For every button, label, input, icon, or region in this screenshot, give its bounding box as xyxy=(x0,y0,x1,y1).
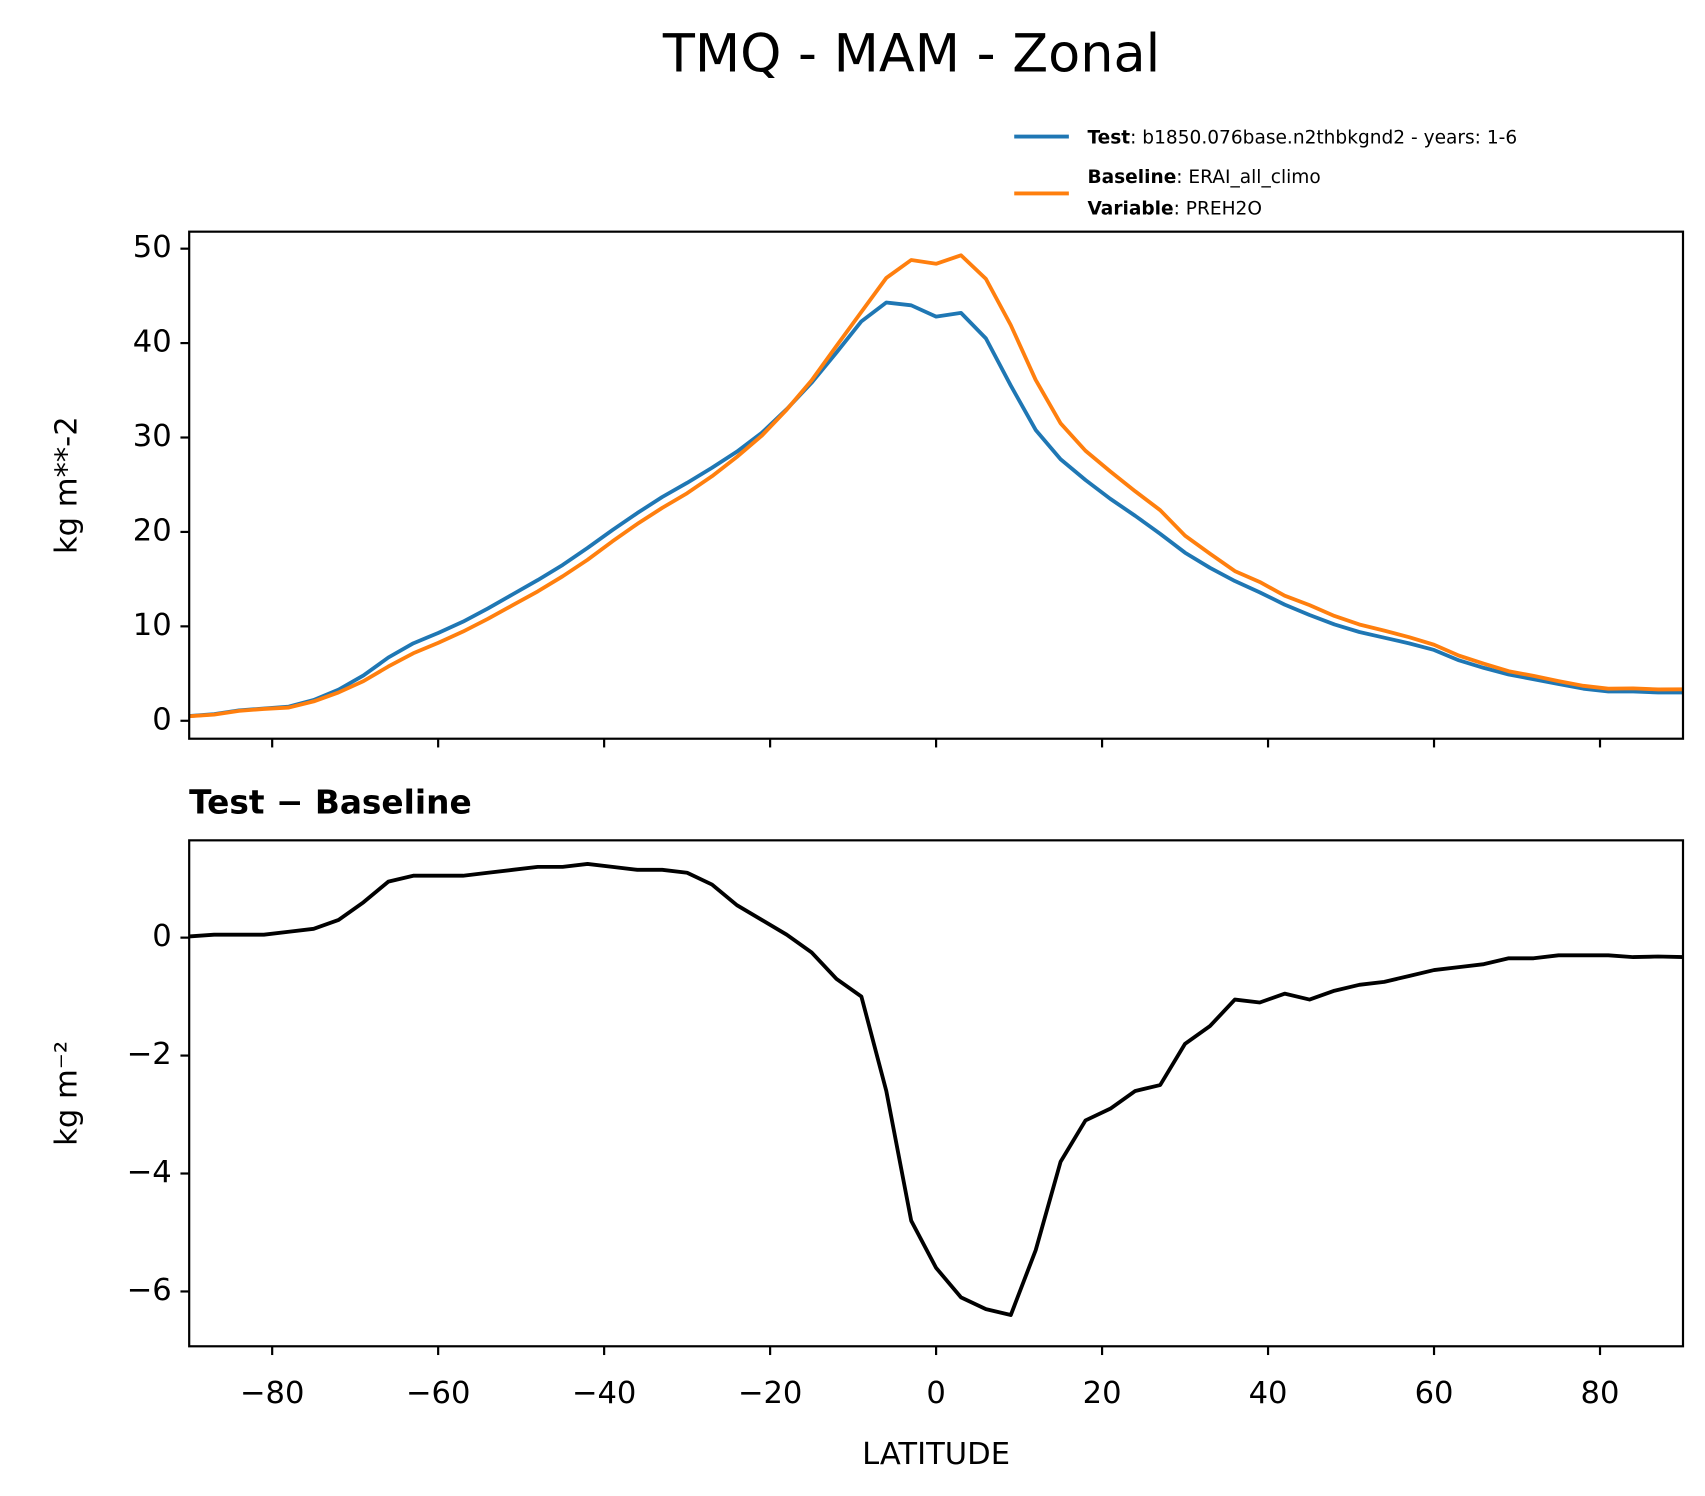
legend-entry: Variable: PREH2O xyxy=(1087,198,1262,219)
x-tick-label: 20 xyxy=(1083,1376,1122,1411)
y-tick-label: −2 xyxy=(127,1037,172,1072)
subplot-title: Test − Baseline xyxy=(189,783,471,821)
y-tick-label: −4 xyxy=(127,1155,172,1190)
figure-title: TMQ - MAM - Zonal xyxy=(662,23,1160,84)
x-axis-label: LATITUDE xyxy=(862,1437,1010,1472)
x-tick-label: −80 xyxy=(240,1376,305,1411)
x-tick-label: −60 xyxy=(406,1376,471,1411)
plot-frame xyxy=(188,230,1685,740)
legend-text: : b1850.076base.n2thbkgnd2 - years: 1-6 xyxy=(1130,127,1517,148)
y-axis-label: kg m⁻² xyxy=(49,1041,84,1146)
legend-entry: Test: b1850.076base.n2thbkgnd2 - years: … xyxy=(1087,127,1517,148)
legend-label: Variable xyxy=(1087,198,1173,219)
y-axis-label: kg m**-2 xyxy=(49,416,84,554)
data-line xyxy=(189,300,1684,718)
y-tick-label: 40 xyxy=(133,325,172,360)
x-tick-label: 60 xyxy=(1415,1376,1454,1411)
legend-entry: Baseline: ERAI_all_climo xyxy=(1087,167,1320,188)
y-tick-label: −6 xyxy=(127,1273,172,1308)
y-tick-label: 20 xyxy=(133,513,172,548)
data-line xyxy=(189,253,1684,719)
legend-label: Test xyxy=(1087,127,1130,148)
y-tick-label: 0 xyxy=(152,702,171,737)
legend-label: Baseline xyxy=(1087,167,1176,188)
legend-text: : ERAI_all_climo xyxy=(1176,167,1320,188)
y-tick-label: 30 xyxy=(133,419,172,454)
y-tick-label: 50 xyxy=(133,230,172,265)
x-tick-label: 0 xyxy=(926,1376,945,1411)
y-tick-label: 0 xyxy=(152,919,171,954)
y-tick-label: 10 xyxy=(133,608,172,643)
x-tick-label: −40 xyxy=(572,1376,637,1411)
plot-frame xyxy=(188,839,1685,1348)
x-tick-label: 40 xyxy=(1249,1376,1288,1411)
data-line xyxy=(189,862,1684,1317)
x-tick-label: 80 xyxy=(1581,1376,1620,1411)
legend-text: : PREH2O xyxy=(1174,198,1262,219)
x-tick-label: −20 xyxy=(738,1376,803,1411)
